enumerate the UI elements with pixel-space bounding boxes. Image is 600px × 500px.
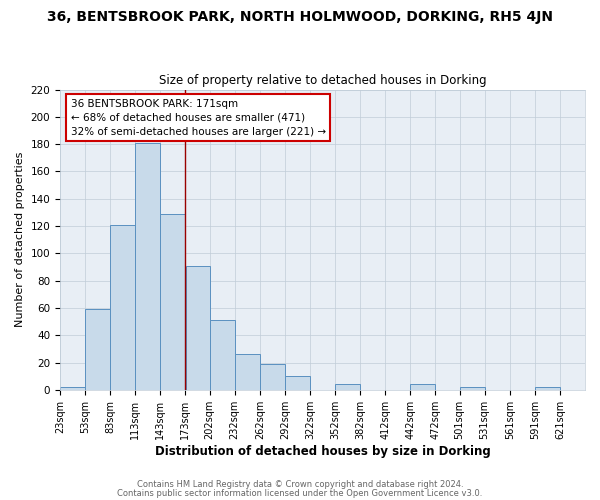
Text: Contains HM Land Registry data © Crown copyright and database right 2024.: Contains HM Land Registry data © Crown c… — [137, 480, 463, 489]
Y-axis label: Number of detached properties: Number of detached properties — [15, 152, 25, 328]
Bar — [410, 384, 435, 390]
Bar — [110, 224, 135, 390]
Title: Size of property relative to detached houses in Dorking: Size of property relative to detached ho… — [159, 74, 487, 87]
Bar — [185, 266, 209, 390]
Bar — [160, 214, 185, 390]
Text: 36, BENTSBROOK PARK, NORTH HOLMWOOD, DORKING, RH5 4JN: 36, BENTSBROOK PARK, NORTH HOLMWOOD, DOR… — [47, 10, 553, 24]
Bar — [85, 310, 110, 390]
Bar — [235, 354, 260, 390]
Bar — [136, 143, 160, 390]
Bar — [535, 387, 560, 390]
X-axis label: Distribution of detached houses by size in Dorking: Distribution of detached houses by size … — [155, 444, 490, 458]
Text: Contains public sector information licensed under the Open Government Licence v3: Contains public sector information licen… — [118, 488, 482, 498]
Bar — [210, 320, 235, 390]
Bar — [60, 387, 85, 390]
Bar — [335, 384, 360, 390]
Bar — [460, 387, 485, 390]
Bar — [260, 364, 285, 390]
Bar — [285, 376, 310, 390]
Text: 36 BENTSBROOK PARK: 171sqm
← 68% of detached houses are smaller (471)
32% of sem: 36 BENTSBROOK PARK: 171sqm ← 68% of deta… — [71, 98, 326, 136]
